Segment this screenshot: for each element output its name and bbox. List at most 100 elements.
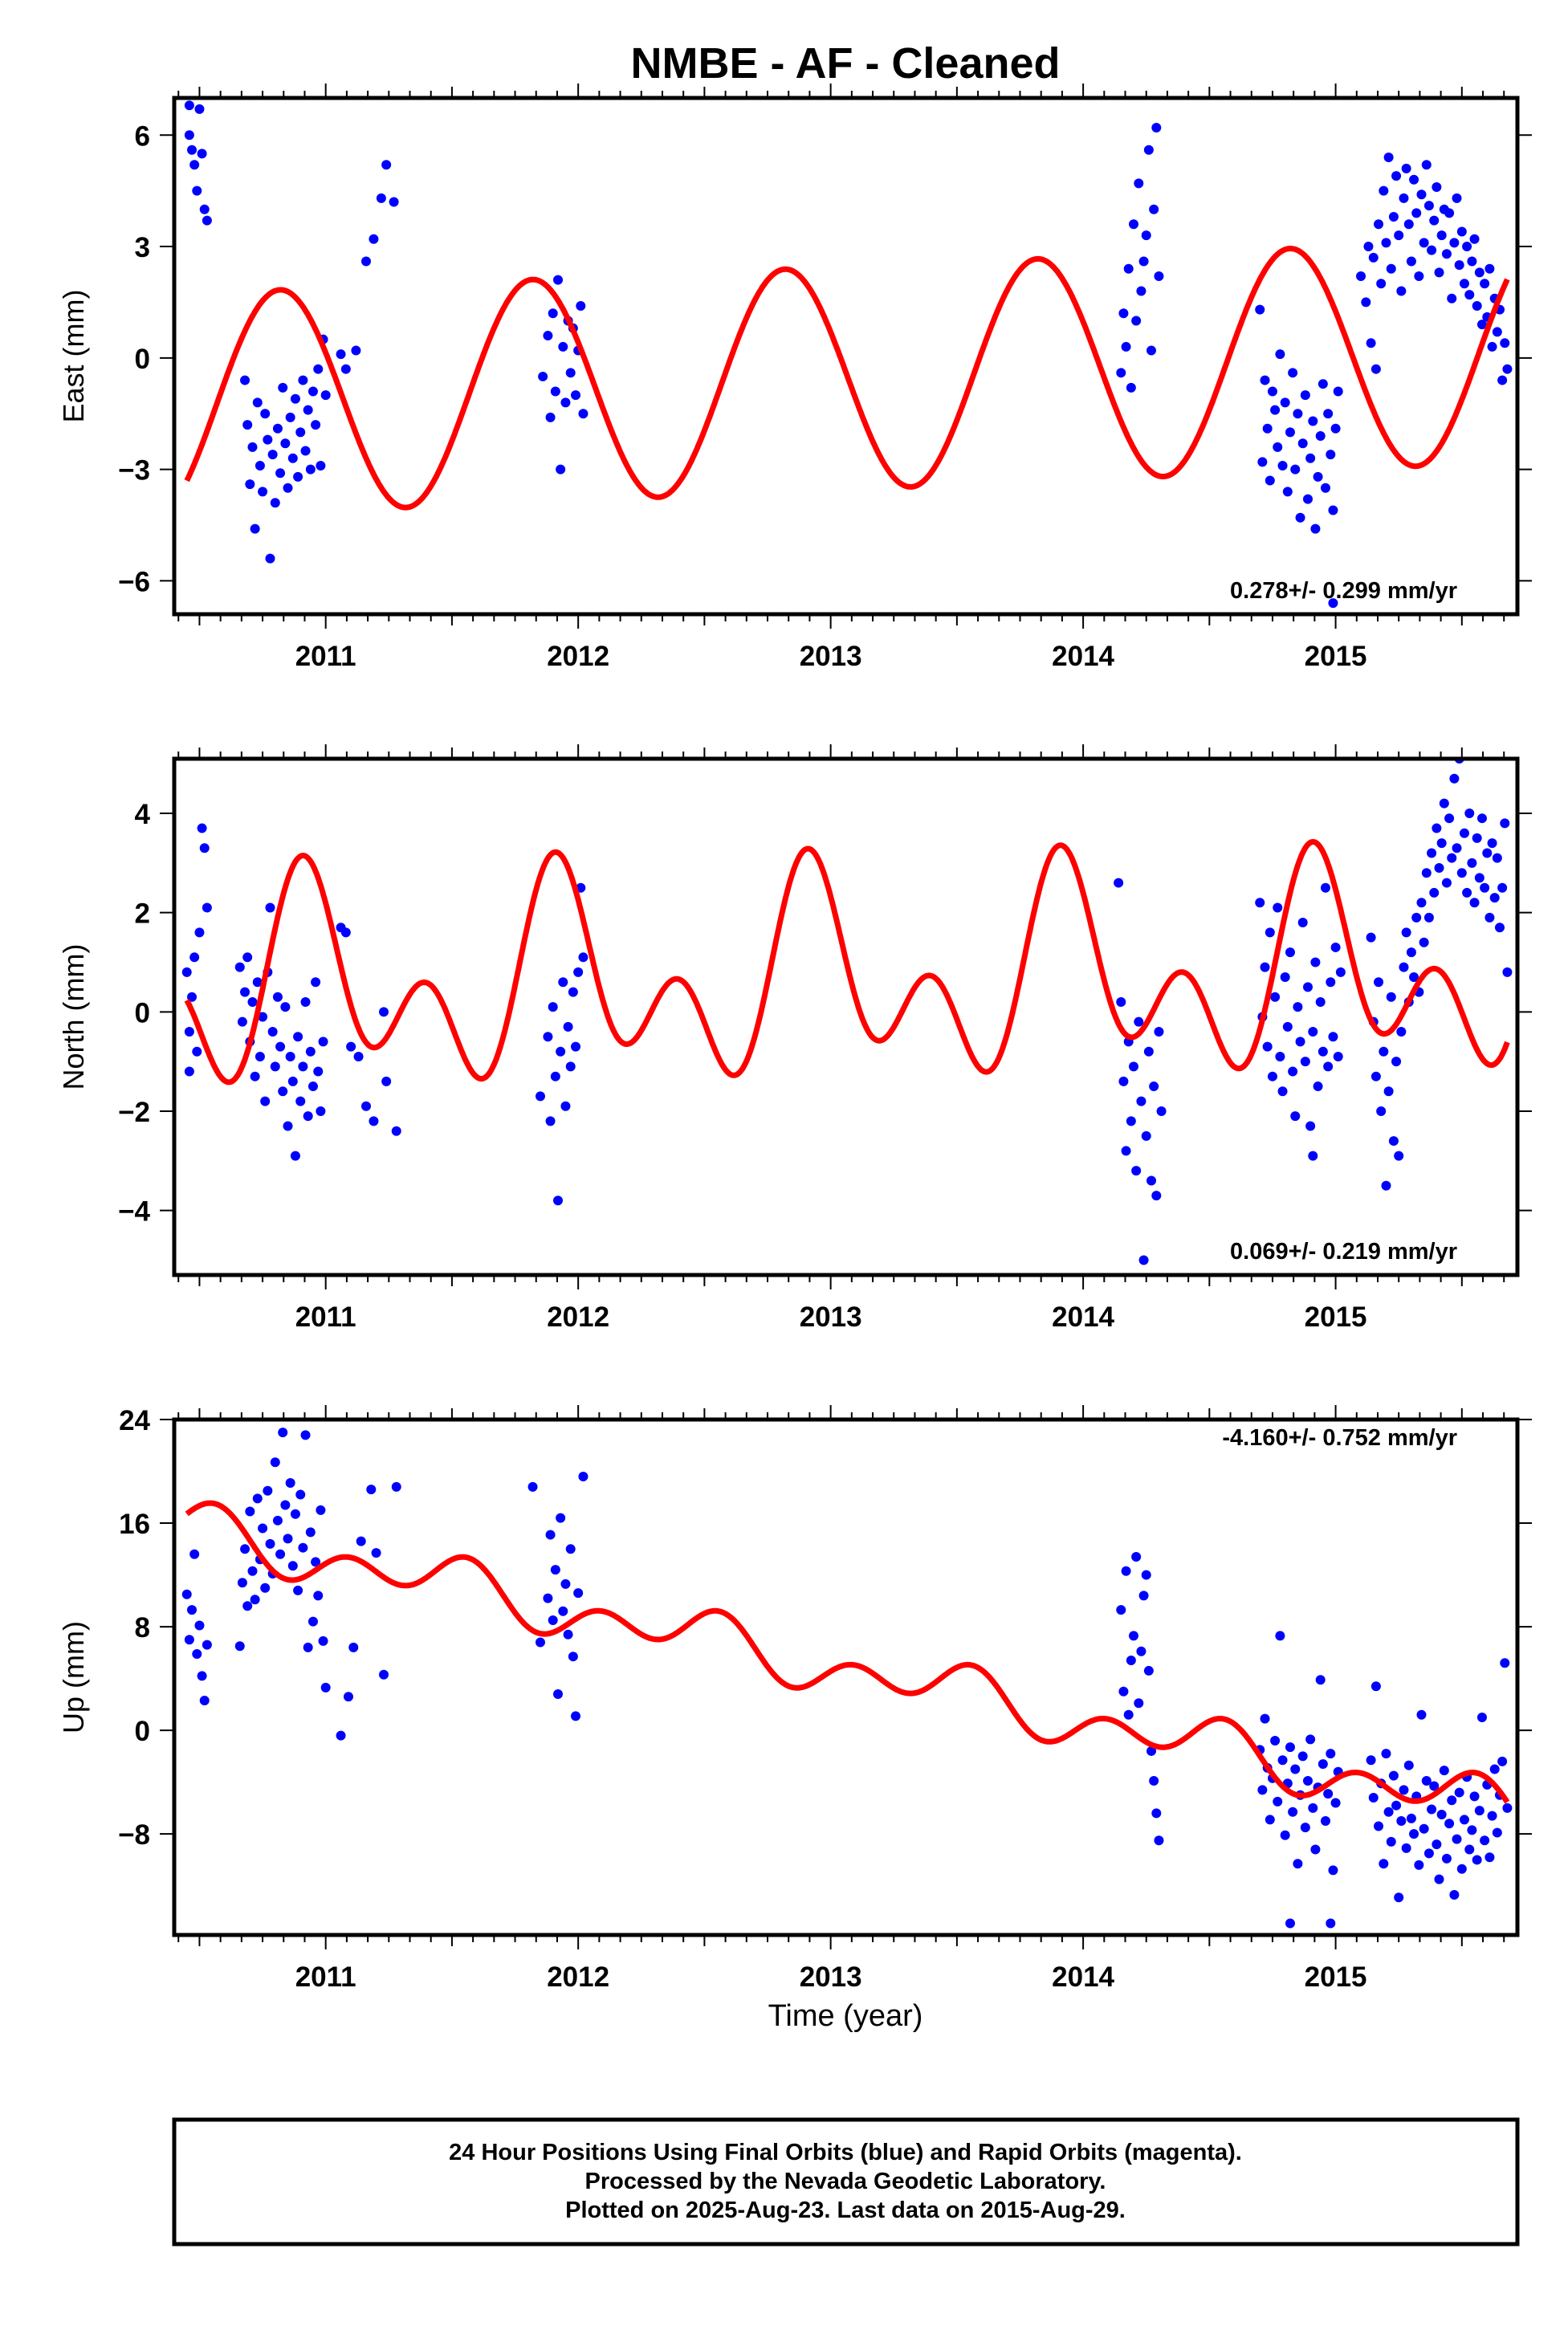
data-point — [1456, 868, 1467, 878]
data-point — [1370, 364, 1381, 374]
x-tick-label: 2014 — [1052, 1301, 1114, 1333]
data-point — [1368, 1793, 1379, 1803]
y-tick-label: −4 — [118, 1196, 150, 1228]
data-point — [560, 1578, 571, 1589]
data-point — [202, 215, 212, 226]
y-tick-label: 2 — [135, 898, 150, 930]
data-point — [1114, 878, 1124, 888]
data-point — [1489, 1764, 1500, 1774]
data-point — [1401, 927, 1411, 938]
data-point — [381, 1076, 392, 1086]
data-point — [1143, 145, 1154, 155]
data-point — [1270, 992, 1281, 1002]
data-point — [1280, 1830, 1290, 1840]
data-point — [1121, 1146, 1131, 1156]
data-point — [1467, 256, 1477, 267]
data-point — [1469, 234, 1480, 244]
data-point — [237, 1578, 247, 1588]
data-point — [240, 1544, 250, 1554]
data-point — [1288, 368, 1298, 378]
data-point — [1305, 453, 1316, 463]
data-point — [1456, 226, 1467, 237]
data-point — [1273, 902, 1283, 913]
data-point — [571, 390, 581, 401]
data-point — [1136, 1646, 1146, 1656]
data-point — [1476, 813, 1487, 824]
y-tick-label: 16 — [119, 1509, 150, 1540]
data-point — [563, 1021, 573, 1032]
data-point — [1146, 1745, 1157, 1756]
data-point — [252, 397, 263, 408]
data-point — [1302, 494, 1313, 504]
data-point — [1480, 1835, 1490, 1846]
y-axis-label: Up (mm) — [57, 1621, 90, 1733]
data-point — [1394, 230, 1404, 241]
data-point — [1265, 927, 1275, 938]
data-point — [1502, 967, 1513, 977]
data-point — [1414, 271, 1424, 282]
data-point — [391, 1481, 401, 1492]
data-point — [307, 1081, 318, 1092]
data-point — [1154, 271, 1164, 282]
data-point — [278, 382, 288, 393]
data-point — [290, 1151, 300, 1161]
data-point — [252, 977, 263, 988]
data-point — [535, 1091, 545, 1102]
data-point — [192, 185, 202, 196]
data-point — [1487, 341, 1497, 352]
data-point — [300, 446, 311, 456]
data-point — [553, 1196, 563, 1206]
data-point — [548, 1002, 558, 1012]
plot-area — [181, 1428, 1513, 1929]
data-point — [1323, 1061, 1334, 1072]
data-point — [283, 1121, 293, 1131]
data-point — [1500, 338, 1510, 348]
data-point — [1333, 386, 1343, 397]
data-point — [245, 1506, 255, 1517]
data-point — [1146, 1175, 1157, 1186]
data-point — [1447, 1795, 1457, 1806]
data-point — [1403, 219, 1414, 230]
data-point — [280, 438, 291, 449]
data-point — [1277, 1086, 1288, 1097]
data-point — [1485, 912, 1495, 923]
data-point — [298, 375, 308, 385]
data-point — [1275, 1051, 1285, 1061]
data-point — [1416, 1709, 1427, 1720]
data-point — [578, 409, 589, 419]
y-axis-label: North (mm) — [57, 944, 90, 1090]
data-point — [369, 234, 379, 244]
data-point — [1487, 1811, 1497, 1821]
data-point — [1285, 1742, 1295, 1753]
data-point — [1305, 1734, 1316, 1745]
data-point — [1328, 1865, 1338, 1876]
data-point — [353, 1051, 364, 1061]
data-point — [313, 1066, 324, 1077]
data-point — [351, 345, 361, 356]
data-point — [556, 464, 566, 475]
data-point — [1308, 416, 1318, 426]
data-point — [189, 160, 200, 170]
data-point — [1411, 912, 1422, 923]
data-point — [1464, 809, 1475, 819]
data-point — [305, 464, 316, 475]
data-point — [1374, 977, 1384, 988]
x-tick-label: 2012 — [547, 641, 609, 672]
data-point — [1381, 1749, 1391, 1759]
data-point — [1383, 153, 1394, 163]
data-point — [1469, 1791, 1480, 1802]
data-point — [250, 1595, 260, 1605]
data-point — [260, 409, 271, 419]
data-point — [1134, 178, 1144, 189]
data-point — [311, 420, 321, 430]
data-point — [1423, 201, 1434, 211]
data-point — [1255, 898, 1265, 908]
data-point — [258, 487, 268, 497]
data-point — [240, 375, 250, 385]
data-point — [1406, 947, 1416, 958]
data-point — [1432, 182, 1442, 193]
data-point — [1444, 1819, 1455, 1829]
y-tick-label: −6 — [118, 566, 150, 597]
data-point — [1255, 304, 1265, 315]
data-point — [287, 453, 298, 463]
